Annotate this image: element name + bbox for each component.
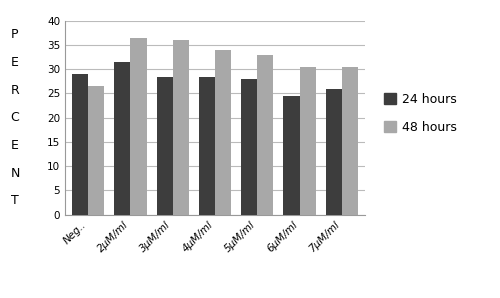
Bar xyxy=(88,86,104,215)
Bar xyxy=(342,67,358,215)
Text: E: E xyxy=(11,139,19,152)
Text: T: T xyxy=(11,194,19,207)
Bar xyxy=(72,74,88,215)
Text: R: R xyxy=(10,83,20,97)
Legend: 24 hours, 48 hours: 24 hours, 48 hours xyxy=(379,88,462,139)
Bar xyxy=(284,96,300,215)
Text: P: P xyxy=(11,28,19,41)
Bar xyxy=(199,77,215,215)
Text: E: E xyxy=(11,56,19,69)
Bar xyxy=(172,40,189,215)
Text: C: C xyxy=(10,111,20,124)
Bar xyxy=(300,67,316,215)
Bar xyxy=(114,62,130,215)
Text: N: N xyxy=(10,167,20,180)
Bar xyxy=(215,50,231,215)
Bar xyxy=(156,77,172,215)
Bar xyxy=(326,89,342,215)
Bar xyxy=(258,55,274,215)
Bar xyxy=(241,79,258,215)
Bar xyxy=(130,38,146,215)
